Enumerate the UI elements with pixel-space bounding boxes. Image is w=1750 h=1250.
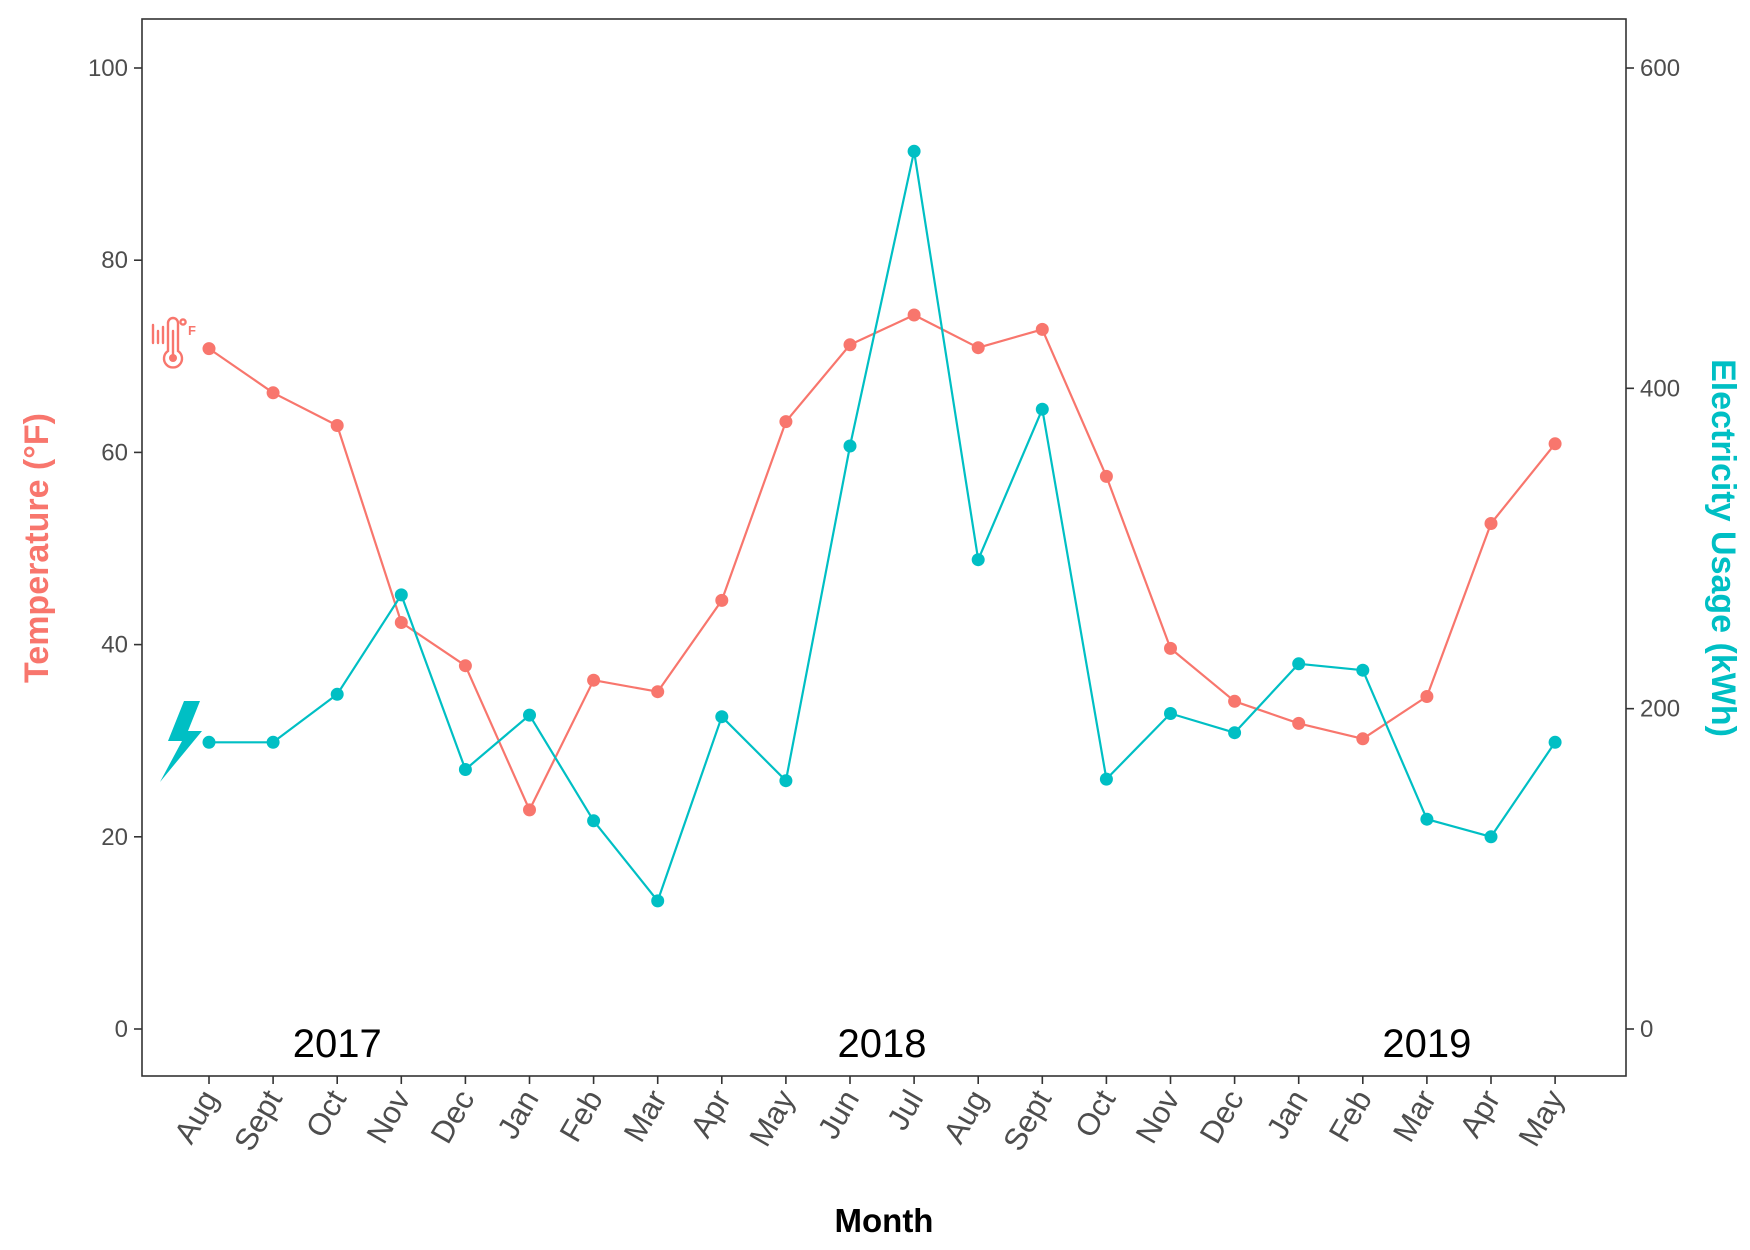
temperature-point: [1099, 469, 1113, 483]
temperature-point: [1292, 716, 1306, 730]
electricity-point: [1099, 772, 1113, 786]
temperature-point: [779, 415, 793, 429]
electricity-line: [209, 150, 1557, 903]
electricity-point: [587, 814, 601, 828]
temperature-point: [1420, 690, 1434, 703]
electricity-point: [651, 894, 665, 908]
electricity-point: [715, 710, 729, 724]
plot-panel-border: [141, 18, 1627, 1077]
right-y-tick-label: 200: [1640, 696, 1680, 723]
right-axis-title: Electricity Usage (kWh): [1704, 359, 1742, 737]
lightning-bolt-icon: [160, 701, 202, 782]
electricity-point: [458, 763, 472, 776]
electricity-point: [907, 144, 921, 158]
electricity-point: [1420, 812, 1434, 826]
temperature-point: [1484, 517, 1498, 530]
left-y-tick-label: 0: [115, 1016, 128, 1043]
temperature-point: [1035, 322, 1049, 336]
electricity-point: [1548, 735, 1562, 749]
temperature-point: [1356, 732, 1370, 746]
left-y-tick-label: 80: [101, 247, 128, 274]
electricity-point: [330, 687, 344, 701]
electricity-point: [1484, 830, 1498, 844]
svg-text:F: F: [188, 323, 196, 338]
electricity-point: [1228, 726, 1242, 740]
temperature-point: [715, 593, 729, 607]
left-y-tick-label: 20: [101, 824, 128, 851]
temperature-point: [587, 673, 601, 687]
temperature-point: [202, 342, 216, 356]
year-annotation: 2017: [293, 1022, 382, 1066]
temperature-point: [971, 341, 985, 355]
electricity-point: [1292, 657, 1306, 671]
electricity-point: [202, 735, 216, 749]
temperature-point: [523, 803, 536, 817]
temperature-point: [394, 616, 408, 629]
temperature-line: [208, 313, 1556, 812]
right-y-tick-label: 400: [1640, 375, 1680, 402]
electricity-point: [1356, 663, 1370, 677]
electricity-point: [266, 735, 280, 749]
temperature-point: [458, 659, 472, 673]
right-y-tick-label: 0: [1640, 1016, 1653, 1043]
temperature-point: [1548, 437, 1562, 451]
year-annotation: 2018: [838, 1022, 927, 1066]
temperature-point: [1164, 641, 1177, 655]
electricity-point: [1164, 707, 1177, 720]
year-annotation: 2019: [1382, 1022, 1471, 1066]
left-axis-title: Temperature (°F): [18, 413, 56, 683]
left-y-tick-label: 40: [101, 632, 128, 659]
electricity-point: [779, 774, 793, 788]
left-y-tick-label: 60: [101, 439, 128, 466]
temperature-point: [1228, 694, 1242, 708]
x-axis-title: Month: [835, 1202, 934, 1239]
left-y-tick-label: 100: [88, 55, 128, 82]
thermometer-fahrenheit-icon: F: [151, 316, 196, 369]
electricity-point: [1035, 402, 1049, 416]
electricity-point: [523, 708, 536, 722]
temperature-point: [330, 419, 344, 432]
electricity-point: [843, 439, 857, 453]
temperature-point: [266, 386, 280, 400]
electricity-point: [971, 553, 985, 567]
right-y-tick-label: 600: [1640, 55, 1680, 82]
temperature-point: [907, 308, 921, 322]
electricity-point: [394, 588, 408, 602]
temperature-point: [843, 338, 857, 352]
temperature-point: [651, 685, 665, 699]
